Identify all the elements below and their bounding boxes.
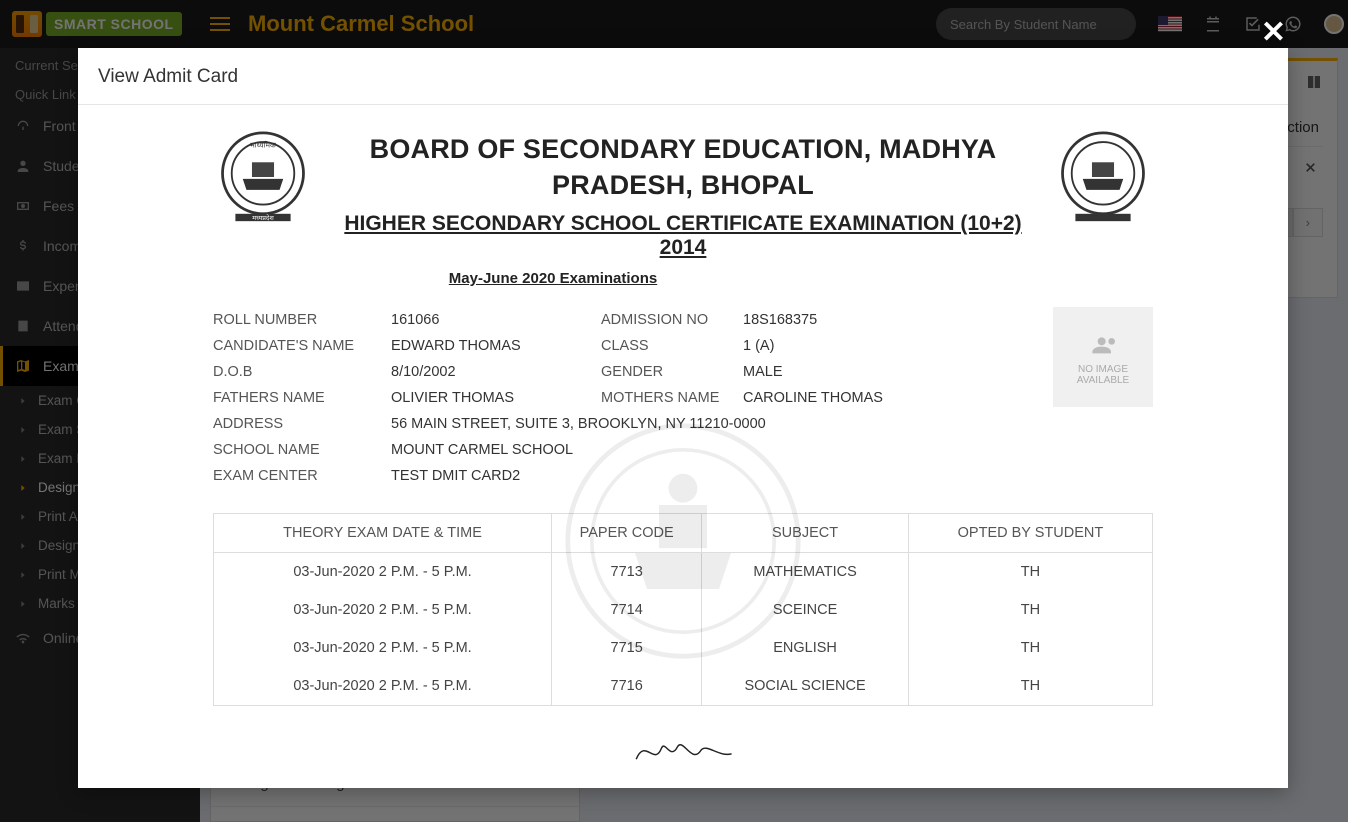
table-cell: 03-Jun-2020 2 P.M. - 5 P.M. [214, 629, 552, 667]
value-center: TEST DMIT CARD2 [391, 468, 1035, 484]
admit-card-modal: View Admit Card माध्यमिक मध्यप्रदेश BOARD… [78, 48, 1288, 788]
table-cell: TH [908, 552, 1152, 591]
no-image-text: NO IMAGE AVAILABLE [1053, 364, 1153, 386]
table-cell: MATHEMATICS [702, 552, 909, 591]
table-cell: 03-Jun-2020 2 P.M. - 5 P.M. [214, 591, 552, 629]
student-photo-placeholder: NO IMAGE AVAILABLE [1053, 307, 1153, 407]
signature [213, 734, 1153, 775]
board-seal-left-icon: माध्यमिक मध्यप्रदेश [213, 131, 313, 223]
session-name: May-June 2020 Examinations [78, 270, 1033, 287]
value-candidate: EDWARD THOMAS [391, 338, 601, 354]
value-admission: 18S168375 [743, 312, 1035, 328]
th-subject: SUBJECT [702, 513, 909, 552]
value-roll: 161066 [391, 312, 601, 328]
table-row: 03-Jun-2020 2 P.M. - 5 P.M.7714SCEINCETH [214, 591, 1153, 629]
value-father: OLIVIER THOMAS [391, 390, 601, 406]
label-admission: ADMISSION NO [601, 312, 743, 328]
exam-name: HIGHER SECONDARY SCHOOL CERTIFICATE EXAM… [333, 212, 1033, 260]
table-row: 03-Jun-2020 2 P.M. - 5 P.M.7713MATHEMATI… [214, 552, 1153, 591]
label-center: EXAM CENTER [213, 468, 391, 484]
th-opted: OPTED BY STUDENT [908, 513, 1152, 552]
table-row: 03-Jun-2020 2 P.M. - 5 P.M.7716SOCIAL SC… [214, 667, 1153, 706]
table-cell: 7713 [552, 552, 702, 591]
value-dob: 8/10/2002 [391, 364, 601, 380]
board-seal-right-icon [1053, 131, 1153, 223]
label-mother: MOTHERS NAME [601, 390, 743, 406]
label-class: CLASS [601, 338, 743, 354]
th-code: PAPER CODE [552, 513, 702, 552]
value-address: 56 MAIN STREET, SUITE 3, BROOKLYN, NY 11… [391, 416, 1035, 432]
label-dob: D.O.B [213, 364, 391, 380]
table-cell: TH [908, 629, 1152, 667]
label-address: ADDRESS [213, 416, 391, 432]
th-date: THEORY EXAM DATE & TIME [214, 513, 552, 552]
label-father: FATHERS NAME [213, 390, 391, 406]
table-cell: SCEINCE [702, 591, 909, 629]
value-school: MOUNT CARMEL SCHOOL [391, 442, 1035, 458]
table-cell: SOCIAL SCIENCE [702, 667, 909, 706]
table-cell: 03-Jun-2020 2 P.M. - 5 P.M. [214, 552, 552, 591]
value-gender: MALE [743, 364, 1035, 380]
modal-title: View Admit Card [98, 66, 1268, 88]
modal-header: View Admit Card [78, 48, 1288, 105]
table-cell: TH [908, 667, 1152, 706]
table-cell: 7715 [552, 629, 702, 667]
svg-text:मध्यप्रदेश: मध्यप्रदेश [252, 214, 274, 222]
label-roll: ROLL NUMBER [213, 312, 391, 328]
value-class: 1 (A) [743, 338, 1035, 354]
exam-schedule-table: THEORY EXAM DATE & TIME PAPER CODE SUBJE… [213, 513, 1153, 706]
table-cell: 7716 [552, 667, 702, 706]
board-name: BOARD OF SECONDARY EDUCATION, MADHYA PRA… [333, 131, 1033, 204]
admit-card: माध्यमिक मध्यप्रदेश BOARD OF SECONDARY ED… [213, 131, 1153, 775]
label-candidate: CANDIDATE'S NAME [213, 338, 391, 354]
label-school: SCHOOL NAME [213, 442, 391, 458]
no-image-icon [1082, 328, 1124, 360]
label-gender: GENDER [601, 364, 743, 380]
value-mother: CAROLINE THOMAS [743, 390, 1035, 406]
modal-close-icon[interactable]: ✕ [1261, 18, 1286, 48]
table-row: 03-Jun-2020 2 P.M. - 5 P.M.7715ENGLISHTH [214, 629, 1153, 667]
table-cell: 7714 [552, 591, 702, 629]
table-cell: TH [908, 591, 1152, 629]
table-cell: ENGLISH [702, 629, 909, 667]
table-cell: 03-Jun-2020 2 P.M. - 5 P.M. [214, 667, 552, 706]
svg-text:माध्यमिक: माध्यमिक [250, 141, 276, 150]
